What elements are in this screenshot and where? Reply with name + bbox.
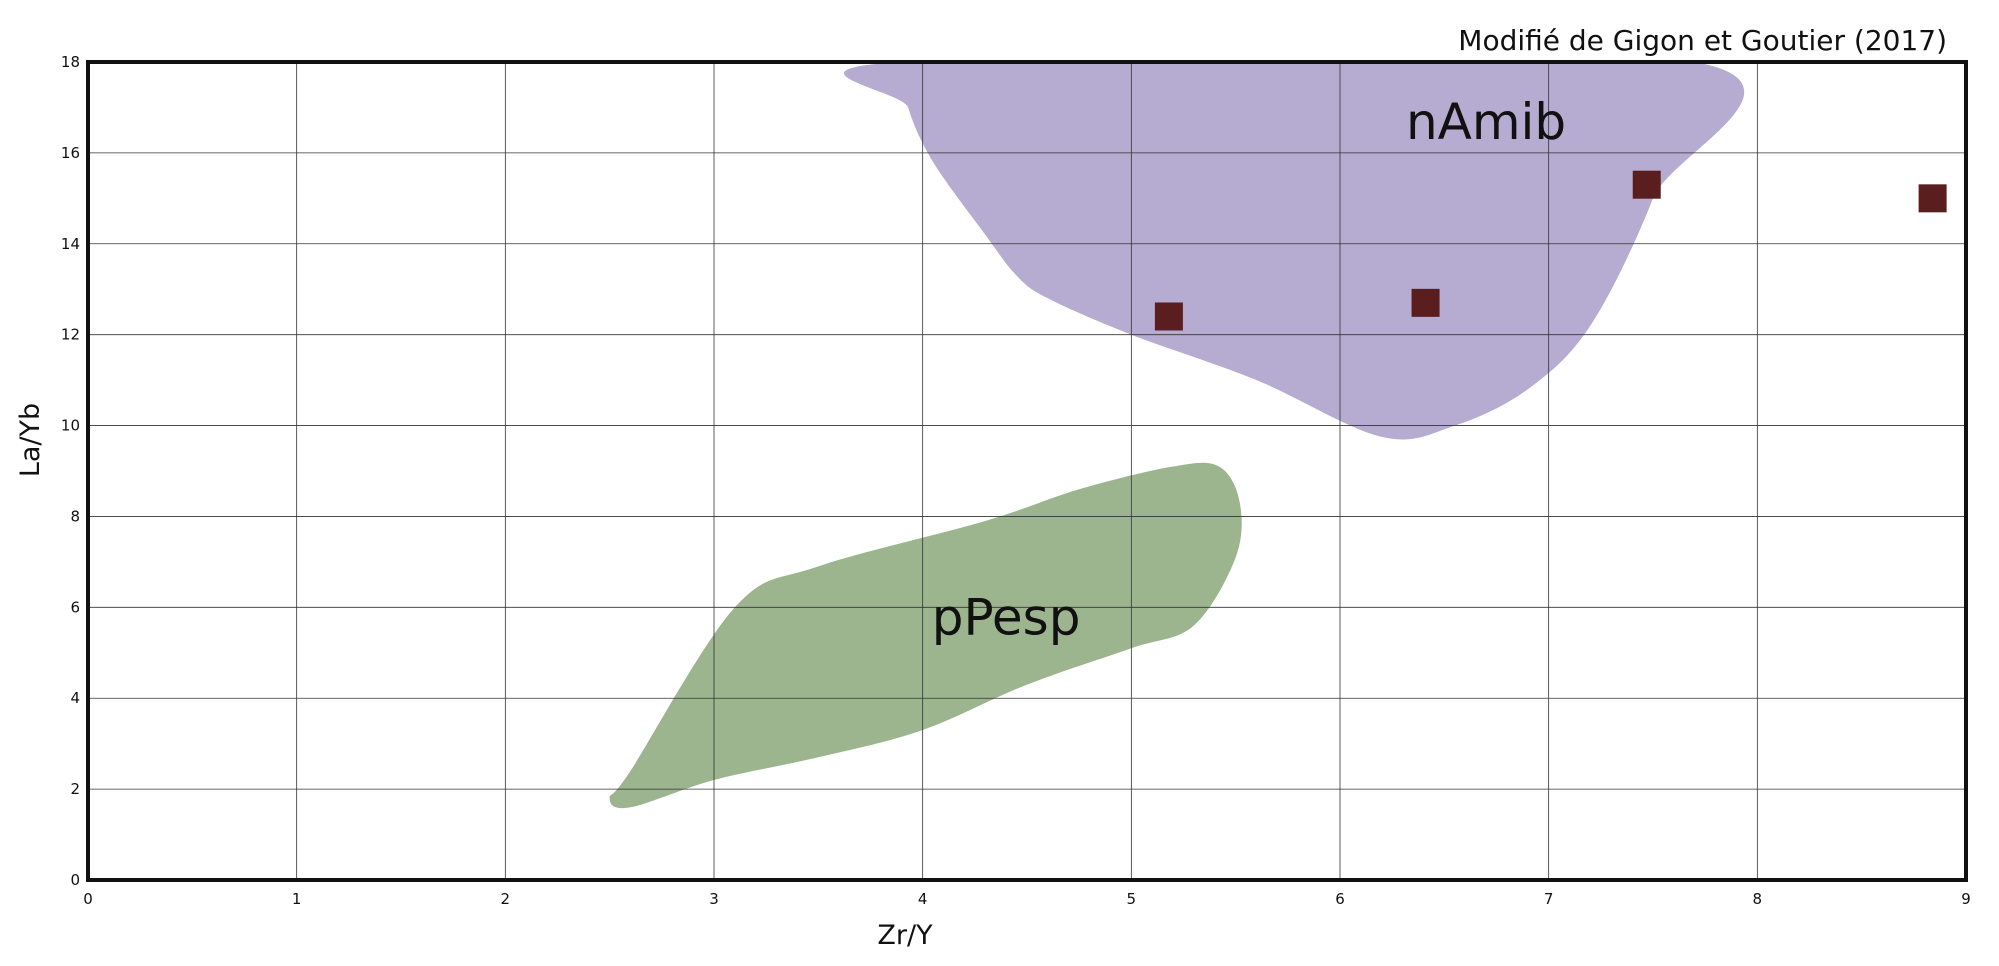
field-namib	[844, 62, 1744, 440]
y-tick-label: 16	[61, 144, 80, 162]
x-tick-label: 3	[709, 890, 719, 908]
plot-frame	[86, 60, 1968, 882]
data-point	[1918, 184, 1947, 213]
source-annotation: Modifié de Gigon et Goutier (2017)	[1458, 24, 1947, 57]
data-point	[1411, 288, 1440, 317]
y-tick-label: 10	[61, 417, 80, 435]
x-tick-label: 8	[1753, 890, 1763, 908]
x-tick-label: 9	[1961, 890, 1971, 908]
y-tick-label: 12	[61, 326, 80, 344]
y-tick-label: 8	[70, 507, 80, 525]
data-points	[1154, 170, 1947, 331]
field-labels: nAmib pPesp	[932, 93, 1566, 646]
y-tick-labels: 0 2 4 6 8 10 12 14 16 18	[61, 53, 80, 889]
x-tick-label: 7	[1544, 890, 1554, 908]
x-tick-label: 1	[292, 890, 302, 908]
y-tick-label: 14	[61, 235, 80, 253]
x-tick-label: 0	[83, 890, 93, 908]
y-tick-label: 18	[61, 53, 80, 71]
x-tick-label: 4	[918, 890, 928, 908]
x-tick-labels: 0 1 2 3 4 5 6 7 8 9	[83, 890, 1971, 908]
field-regions	[609, 62, 1744, 809]
y-tick-label: 6	[70, 598, 80, 616]
grid	[88, 62, 1966, 880]
y-tick-label: 0	[70, 871, 80, 889]
field-label-ppesp: pPesp	[932, 588, 1081, 646]
x-tick-label: 6	[1335, 890, 1345, 908]
data-point	[1154, 302, 1183, 331]
field-ppesp	[609, 462, 1242, 809]
data-point	[1632, 170, 1661, 199]
x-axis-label: Zr/Y	[877, 920, 933, 951]
y-tick-label: 2	[70, 780, 80, 798]
y-tick-label: 4	[70, 689, 80, 707]
x-tick-label: 5	[1127, 890, 1137, 908]
field-label-namib: nAmib	[1406, 93, 1566, 151]
x-tick-label: 2	[501, 890, 511, 908]
y-axis-label: La/Yb	[15, 403, 46, 477]
